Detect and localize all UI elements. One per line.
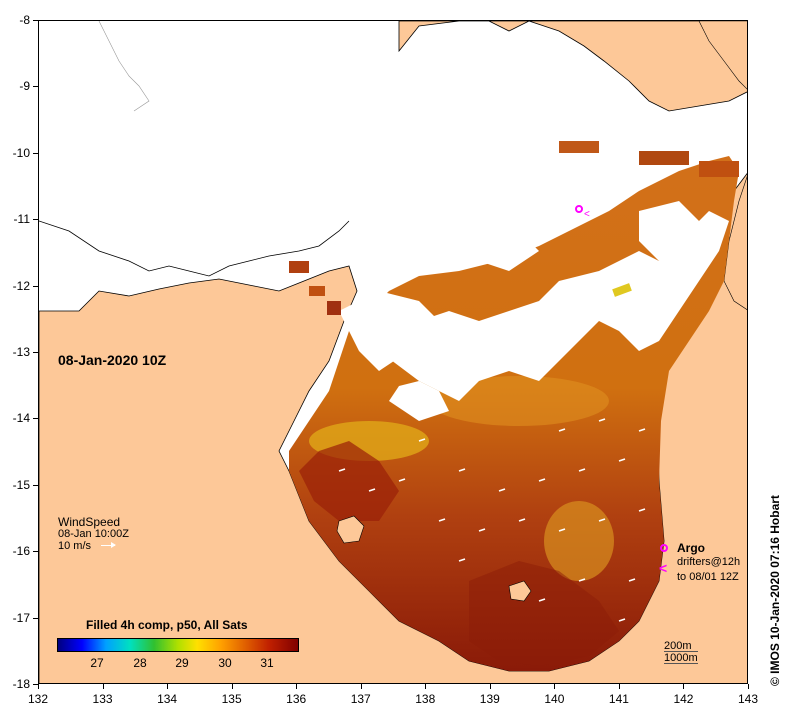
x-axis-label: 142: [673, 692, 694, 706]
x-axis-label: 136: [286, 692, 307, 706]
wind-title: WindSpeed: [58, 515, 121, 529]
x-axis-tick: [360, 684, 362, 689]
sst-patch-f: [699, 161, 739, 177]
wind-legend: WindSpeed 08-Jan 10:00Z 10 m/s: [58, 516, 129, 552]
x-axis-label: 143: [737, 692, 759, 706]
x-axis-tick: [231, 684, 233, 689]
y-axis-label: -10: [12, 145, 30, 160]
imos-credit: © IMOS 10-Jan-2020 07:16 Hobart: [768, 495, 782, 686]
sst-patch-d: [559, 141, 599, 153]
bathymetry-line: [98, 21, 150, 112]
y-axis-tick: [33, 484, 38, 486]
x-axis-label: 138: [415, 692, 436, 706]
x-axis-tick: [296, 684, 298, 689]
x-axis-label: 141: [608, 692, 629, 706]
x-axis-tick: [102, 684, 104, 689]
y-axis-label: -16: [12, 544, 30, 559]
colorbar-tick: 30: [218, 656, 232, 670]
argo-label: Argo: [677, 541, 705, 555]
island-groote: [336, 515, 365, 544]
y-axis-tick: [33, 219, 38, 221]
y-axis-tick: [33, 551, 38, 553]
y-axis-tick: [33, 86, 38, 88]
colorbar-tick: 27: [90, 656, 104, 670]
x-axis-tick: [425, 684, 427, 689]
warm-patch-3: [429, 376, 609, 426]
colorbar: [57, 638, 299, 652]
cloud-gap-4: [469, 221, 539, 271]
sst-patch-c: [327, 301, 341, 315]
x-axis-label: 137: [350, 692, 371, 706]
depth-1000m: 1000m: [664, 652, 698, 664]
wind-arrow-icon: [101, 542, 117, 548]
drifter-chevron-icon: <: [659, 560, 668, 576]
sst-patch-b: [309, 286, 325, 296]
x-axis-label: 134: [157, 692, 178, 706]
y-axis-tick: [33, 20, 38, 21]
y-axis-label: -13: [12, 345, 30, 359]
y-axis-tick: [33, 617, 38, 619]
wind-scale-label: 10 m/s: [58, 540, 92, 552]
colorbar-title: Filled 4h comp, p50, All Sats: [86, 618, 248, 632]
x-axis-tick: [683, 684, 685, 689]
map-date-title: 08-Jan-2020 10Z: [58, 352, 167, 368]
drifter-label-2: to 08/01 12Z: [677, 571, 739, 583]
sst-patch-e: [639, 151, 689, 165]
y-axis-tick: [33, 418, 38, 420]
warm-patch-2: [544, 501, 614, 581]
y-axis-label: -8: [19, 13, 30, 27]
island-wellesley: [508, 580, 532, 602]
land-new-guinea-east: [698, 21, 747, 90]
sst-patch-a: [289, 261, 309, 273]
coast-melville: [39, 220, 350, 277]
y-axis-label: -15: [12, 477, 30, 492]
y-axis-tick: [33, 285, 38, 287]
cloud-gap-3: [389, 381, 449, 421]
y-axis-label: -18: [12, 677, 30, 691]
argo-float-marker: [575, 205, 583, 213]
drifter-label-1: drifters@12h: [677, 556, 741, 568]
drifter-marker: <: [584, 209, 590, 220]
colorbar-tick: 28: [133, 656, 147, 670]
y-axis-tick: [33, 352, 38, 353]
x-axis-tick: [748, 684, 749, 689]
y-axis-label: -12: [12, 278, 30, 293]
sst-map: <: [39, 21, 747, 683]
sst-hot-south: [469, 561, 619, 666]
depth-200m: 200m: [664, 640, 698, 652]
colorbar-tick: 31: [260, 656, 274, 670]
cloud-gap-2: [379, 211, 729, 401]
argo-circle-icon: [660, 544, 668, 552]
x-axis-tick: [618, 684, 620, 689]
y-axis-tick: [33, 684, 38, 685]
wind-vectors: [338, 418, 646, 622]
x-axis-label: 133: [92, 692, 113, 706]
land-new-guinea: [398, 21, 747, 112]
sst-hot-coast: [299, 441, 399, 521]
y-axis-label: -11: [13, 212, 30, 227]
x-axis-label: 140: [544, 692, 565, 706]
map-canvas: <: [38, 20, 748, 684]
x-axis-tick: [167, 684, 169, 689]
y-axis-label: -9: [19, 79, 30, 94]
depth-legend: 200m 1000m: [664, 640, 698, 664]
x-axis-tick: [554, 684, 556, 689]
y-axis-label: -14: [12, 411, 30, 426]
wind-scale-row: 10 m/s: [58, 540, 129, 552]
sst-yellow-spot: [612, 283, 632, 297]
y-axis-label: -17: [12, 610, 30, 625]
y-axis-tick: [33, 152, 38, 154]
x-axis-tick: [489, 684, 491, 689]
x-axis-label: 139: [479, 692, 500, 706]
cloud-gap-5: [639, 201, 699, 261]
colorbar-tick: 29: [175, 656, 189, 670]
x-axis-label: 132: [27, 692, 49, 706]
x-axis-tick: [38, 684, 39, 689]
wind-time: 08-Jan 10:00Z: [58, 528, 129, 540]
x-axis-label: 135: [221, 692, 242, 706]
